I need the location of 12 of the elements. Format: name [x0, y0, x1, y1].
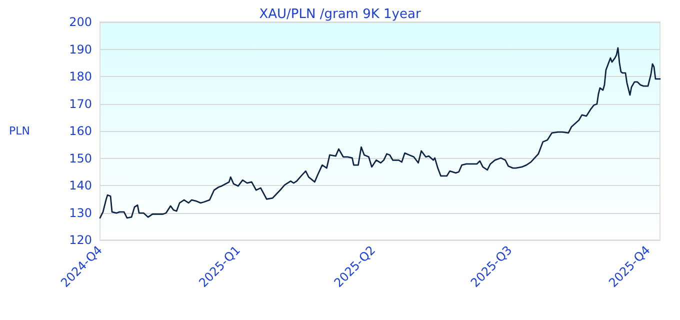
line-series — [99, 47, 661, 219]
y-tick-label: 160 — [69, 124, 92, 138]
y-tick-label: 140 — [69, 178, 92, 192]
y-axis-title: PLN — [9, 124, 30, 138]
y-tick-label: 200 — [69, 15, 92, 29]
y-tick-label: 150 — [69, 151, 92, 166]
y-tick-label: 180 — [69, 70, 92, 84]
y-tick-label: 130 — [69, 206, 92, 220]
chart-title: XAU/PLN /gram 9K 1year — [259, 7, 422, 22]
y-tick-label: 170 — [69, 96, 92, 111]
y-tick-label: 190 — [69, 42, 92, 56]
y-tick-label: 120 — [69, 233, 92, 247]
